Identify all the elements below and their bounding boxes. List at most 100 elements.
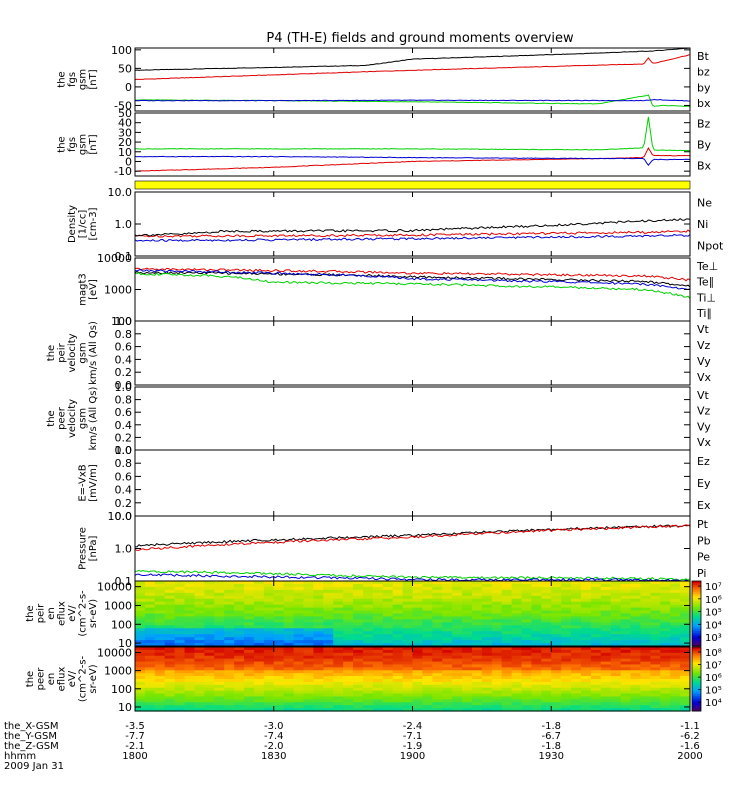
spectrogram-cell bbox=[620, 673, 632, 677]
spectrogram-cell bbox=[154, 649, 166, 654]
x-row-label: the_Z-GSM bbox=[4, 741, 59, 752]
spectrogram-cell bbox=[422, 628, 433, 632]
spectrogram-cell bbox=[630, 622, 642, 626]
spectrogram-cell bbox=[580, 693, 592, 698]
spectrogram-cell bbox=[660, 696, 671, 700]
spectrogram-cell bbox=[283, 631, 295, 635]
spectrogram-cell bbox=[620, 655, 632, 660]
spectrogram-cell bbox=[620, 592, 632, 597]
spectrogram-cell bbox=[442, 643, 453, 647]
spectrogram-cell bbox=[144, 673, 156, 677]
spectrogram-cell bbox=[283, 673, 295, 677]
spectrogram-cell bbox=[432, 699, 443, 703]
spectrogram-cell bbox=[670, 601, 681, 606]
spectrogram-cell bbox=[293, 649, 305, 654]
spectrogram-cell bbox=[630, 702, 642, 706]
spectrogram-cell bbox=[660, 693, 671, 698]
spectrogram-cell bbox=[551, 619, 562, 623]
spectrogram-cell bbox=[610, 610, 622, 615]
spectrogram-cell bbox=[442, 705, 453, 709]
spectrogram-cell bbox=[293, 670, 305, 674]
spectrogram-cell bbox=[541, 647, 552, 651]
spectrogram-cell bbox=[561, 586, 572, 591]
spectrogram-cell bbox=[630, 661, 642, 666]
spectrogram-cell bbox=[590, 693, 602, 698]
spectrogram-cell bbox=[323, 592, 334, 597]
spectrogram-cell bbox=[521, 705, 533, 709]
spectrogram-cell bbox=[362, 622, 374, 626]
spectrogram-cell bbox=[620, 622, 632, 626]
spectrogram-cell bbox=[253, 652, 265, 657]
ylabel-line: fgs bbox=[67, 137, 78, 152]
spectrogram-cell bbox=[511, 592, 523, 597]
spectrogram-cell bbox=[144, 643, 156, 647]
spectrogram-cell bbox=[432, 673, 443, 677]
spectrogram-cell bbox=[313, 693, 324, 698]
colorbar-tick-label: 10⁷ bbox=[705, 661, 722, 672]
spectrogram-cell bbox=[204, 661, 215, 666]
spectrogram-cell bbox=[670, 676, 681, 680]
spectrogram-cell bbox=[650, 708, 661, 712]
spectrogram-cell bbox=[471, 613, 483, 618]
spectrogram-cell bbox=[135, 604, 146, 609]
spectrogram-cell bbox=[511, 581, 523, 585]
y-tick-label: 10000 bbox=[97, 252, 132, 265]
legend-Bt: Bt bbox=[697, 50, 710, 63]
spectrogram-cell bbox=[402, 628, 414, 632]
spectrogram-cell bbox=[551, 658, 562, 663]
spectrogram-cell bbox=[204, 628, 215, 632]
spectrogram-cell bbox=[521, 673, 533, 677]
spectrogram-cell bbox=[353, 673, 364, 677]
spectrogram-cell bbox=[541, 640, 552, 644]
spectrogram-cell bbox=[273, 625, 285, 629]
spectrogram-cell bbox=[531, 661, 542, 666]
spectrogram-cell bbox=[630, 658, 642, 663]
spectrogram-cell bbox=[432, 625, 443, 629]
series-line-Te∥ bbox=[134, 270, 691, 288]
spectrogram-cell bbox=[343, 634, 354, 638]
spectrogram-cell bbox=[283, 679, 295, 683]
spectrogram-cell bbox=[452, 684, 463, 689]
y-tick-label: 0.6 bbox=[115, 341, 133, 354]
spectrogram-cell bbox=[234, 637, 245, 641]
spectrogram-cell bbox=[333, 664, 344, 668]
spectrogram-cell bbox=[620, 702, 632, 706]
colorbar-segment bbox=[692, 693, 701, 697]
spectrogram-cell bbox=[154, 696, 166, 700]
spectrogram-cell bbox=[303, 705, 314, 709]
spectrogram-cell bbox=[580, 667, 592, 671]
spectrogram-cell bbox=[571, 652, 582, 657]
spectrogram-cell bbox=[283, 699, 295, 703]
spectrogram-cell bbox=[244, 643, 255, 647]
spectrogram-cell bbox=[224, 702, 235, 706]
spectrogram-cell bbox=[630, 652, 642, 657]
spectrogram-cell bbox=[164, 690, 176, 695]
spectrogram-cell bbox=[491, 649, 503, 654]
spectrogram-cell bbox=[620, 661, 632, 666]
panel-10: thepeerenefluxeV/(cm^2-s-sr-eV)10⁸10⁷10⁶… bbox=[25, 646, 722, 714]
spectrogram-cell bbox=[353, 637, 364, 641]
spectrogram-cell bbox=[571, 625, 582, 629]
spectrogram-cell bbox=[214, 696, 225, 700]
spectrogram-cell bbox=[680, 586, 691, 591]
spectrogram-cell bbox=[531, 640, 542, 644]
spectrogram-cell bbox=[412, 586, 424, 591]
spectrogram-cell bbox=[462, 681, 473, 686]
spectrogram-cell bbox=[353, 583, 364, 588]
spectrogram-cell bbox=[362, 581, 374, 585]
spectrogram-cell bbox=[452, 622, 463, 626]
spectrogram-cell bbox=[541, 699, 552, 703]
panel-frame bbox=[134, 386, 691, 451]
spectrogram-cell bbox=[303, 670, 314, 674]
spectrogram-cell bbox=[620, 687, 632, 692]
spectrogram-cell bbox=[600, 619, 612, 623]
spectrogram-cell bbox=[244, 634, 255, 638]
spectrogram-cell bbox=[422, 589, 433, 594]
spectrogram-cell bbox=[244, 667, 255, 671]
spectrogram-cell bbox=[204, 649, 215, 654]
series-line-Bx bbox=[134, 155, 691, 167]
spectrogram-cell bbox=[174, 679, 186, 683]
spectrogram-cell bbox=[462, 581, 473, 585]
spectrogram-cell bbox=[263, 622, 275, 626]
spectrogram-cell bbox=[184, 619, 196, 623]
